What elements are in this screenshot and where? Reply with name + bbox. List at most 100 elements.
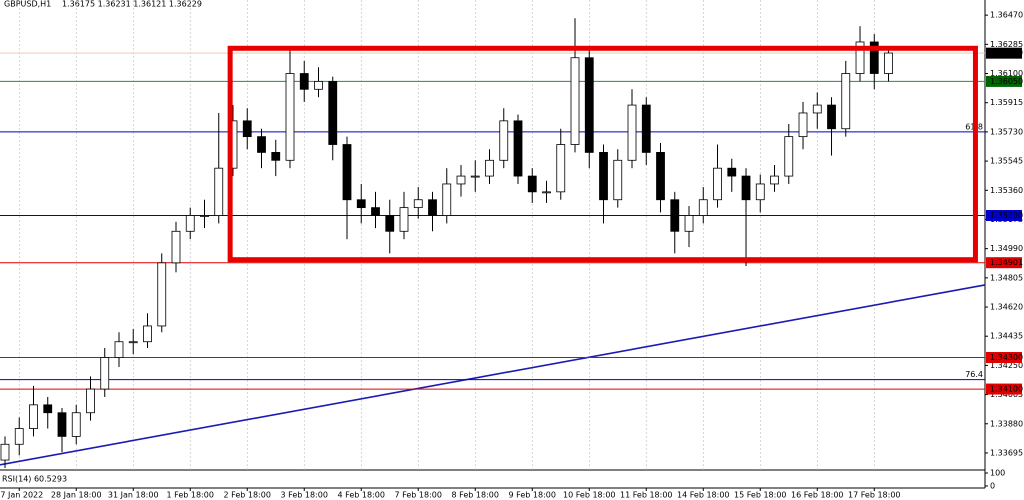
y-tick-label: 1.36285 — [990, 40, 1023, 49]
y-tick-label: 1.34805 — [990, 273, 1023, 282]
x-tick-label: 10 Feb 18:00 — [563, 491, 615, 500]
x-tick-label: 1 Feb 18:00 — [167, 491, 214, 500]
candle-body — [684, 215, 694, 232]
rsi-label: RSI(14) 60.5293 — [2, 475, 67, 484]
level-tag — [986, 257, 1022, 269]
range-box — [227, 45, 978, 263]
candle-body — [171, 230, 181, 264]
rsi-tick-label: 0 — [990, 482, 995, 491]
y-tick-label: 1.35545 — [990, 157, 1023, 166]
level-tag — [986, 383, 1022, 395]
candle-body — [770, 175, 779, 185]
x-tick-label: 17 Feb 18:00 — [848, 491, 900, 500]
candle-body — [599, 152, 608, 201]
candle-body — [513, 120, 523, 177]
candle-body — [855, 41, 865, 74]
candle-body — [43, 404, 53, 414]
candle-body — [556, 144, 566, 193]
y-tick-label: 1.35730 — [990, 127, 1023, 136]
x-tick-label: 8 Feb 18:00 — [452, 491, 499, 500]
candle-body — [670, 199, 680, 232]
y-tick-label: 1.35360 — [990, 186, 1023, 195]
candle-body — [485, 159, 494, 177]
candle-body — [200, 215, 209, 217]
x-tick-label: 27 Jan 2022 — [0, 491, 43, 500]
candle-body — [214, 167, 224, 216]
candle-body — [841, 73, 851, 130]
candle-body — [157, 262, 167, 327]
rsi-tick-label: 100 — [990, 469, 1005, 478]
candle-body — [86, 388, 95, 414]
x-tick-label: 3 Feb 18:00 — [281, 491, 328, 500]
candle-body — [741, 175, 751, 201]
y-tick-label: 1.34435 — [990, 332, 1023, 341]
fib-label: 76.4 — [965, 370, 983, 379]
x-tick-label: 9 Feb 18:00 — [509, 491, 556, 500]
candle-body — [442, 183, 452, 216]
candle-body — [884, 52, 893, 74]
level-tag — [986, 47, 1022, 59]
candle-body — [584, 57, 594, 153]
candle-body — [285, 73, 295, 161]
candle-body — [812, 104, 822, 114]
symbol: GBPUSD,H1 — [4, 0, 51, 9]
candle-body — [470, 175, 480, 178]
level-tag-label: 1.34300 — [990, 353, 1023, 362]
x-tick-label: 2 Feb 18:00 — [224, 491, 271, 500]
candle-body — [413, 199, 423, 209]
candle-body — [641, 104, 651, 153]
candle-body — [456, 175, 466, 185]
candle-body — [114, 341, 124, 358]
candle-body — [356, 199, 366, 209]
quote: 1.36175 1.36231 1.36121 1.36229 — [62, 0, 202, 9]
candle-body — [542, 191, 551, 194]
candle-body — [869, 41, 879, 74]
candle-body — [656, 152, 665, 201]
candle-body — [271, 152, 281, 161]
x-tick-label: 15 Feb 18:00 — [734, 491, 786, 500]
candle-body — [784, 136, 794, 177]
candle-body — [713, 167, 722, 201]
level-tag — [986, 352, 1022, 364]
candle-body — [399, 207, 409, 232]
y-tick-label: 1.33695 — [990, 448, 1023, 457]
x-tick-label: 11 Feb 18:00 — [620, 491, 672, 500]
level-tag-label: 1.34100 — [990, 385, 1023, 394]
y-tick-label: 1.34990 — [990, 244, 1023, 253]
candle-body — [342, 144, 352, 201]
candle-body — [727, 167, 737, 177]
y-tick-label: 1.35915 — [990, 98, 1023, 107]
level-tag — [986, 210, 1022, 222]
candle-body — [527, 175, 537, 193]
candle-body — [14, 428, 24, 445]
candle-body — [428, 199, 437, 216]
y-tick-label: 1.34250 — [990, 361, 1023, 370]
x-tick-label: 16 Feb 18:00 — [791, 491, 843, 500]
candle-body — [755, 183, 765, 201]
x-tick-label: 31 Jan 18:00 — [108, 491, 159, 500]
level-tag-label: 1.34901 — [990, 258, 1023, 267]
candle-body — [627, 104, 637, 161]
candle-body — [371, 207, 380, 216]
candle-body — [71, 412, 81, 437]
level-tag-label: 1.36050 — [990, 77, 1023, 86]
candle-body — [299, 73, 309, 90]
y-tick-label: 1.34620 — [990, 303, 1023, 312]
level-tag-label: 1.35200 — [990, 211, 1023, 220]
candle-body — [570, 57, 580, 145]
level-tag — [986, 75, 1022, 87]
x-tick-label: 4 Feb 18:00 — [338, 491, 385, 500]
candle-body — [128, 341, 138, 344]
candle-body — [499, 120, 509, 161]
x-tick-label: 7 Feb 18:00 — [395, 491, 442, 500]
candle-body — [328, 81, 338, 145]
candle-body — [698, 199, 708, 216]
candle-body — [185, 215, 195, 232]
candle-body — [100, 357, 110, 390]
candle-body — [613, 159, 623, 201]
trendline — [0, 284, 986, 466]
candle-body — [314, 81, 323, 90]
y-tick-label: 1.34065 — [990, 390, 1023, 399]
